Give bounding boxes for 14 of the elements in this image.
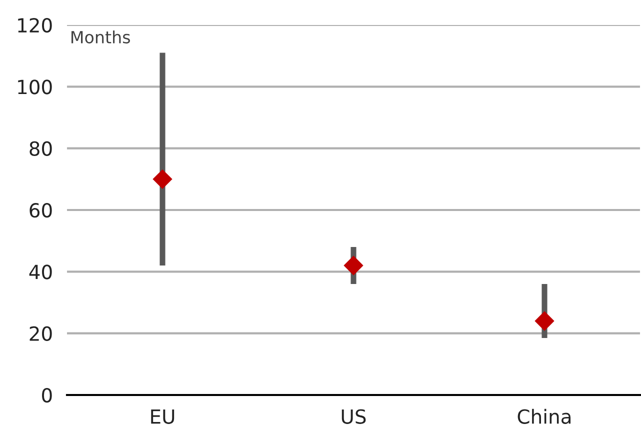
point <box>344 256 364 276</box>
x-tick-label: China <box>518 408 571 424</box>
y-tick-label: 40 <box>29 264 52 280</box>
y-tick-label: 0 <box>42 388 52 403</box>
y-tick-label: 80 <box>30 141 52 156</box>
point <box>534 311 554 331</box>
y-axis-title: Months <box>72 30 130 44</box>
y-tick-label: 20 <box>30 326 52 341</box>
y-tick-label: 100 <box>18 80 52 94</box>
y-tick-label: 60 <box>30 202 52 218</box>
point <box>152 170 172 189</box>
x-tick-label: US <box>342 409 366 424</box>
y-tick-label: 120 <box>18 18 52 33</box>
x-tick-label: EU <box>151 409 174 424</box>
